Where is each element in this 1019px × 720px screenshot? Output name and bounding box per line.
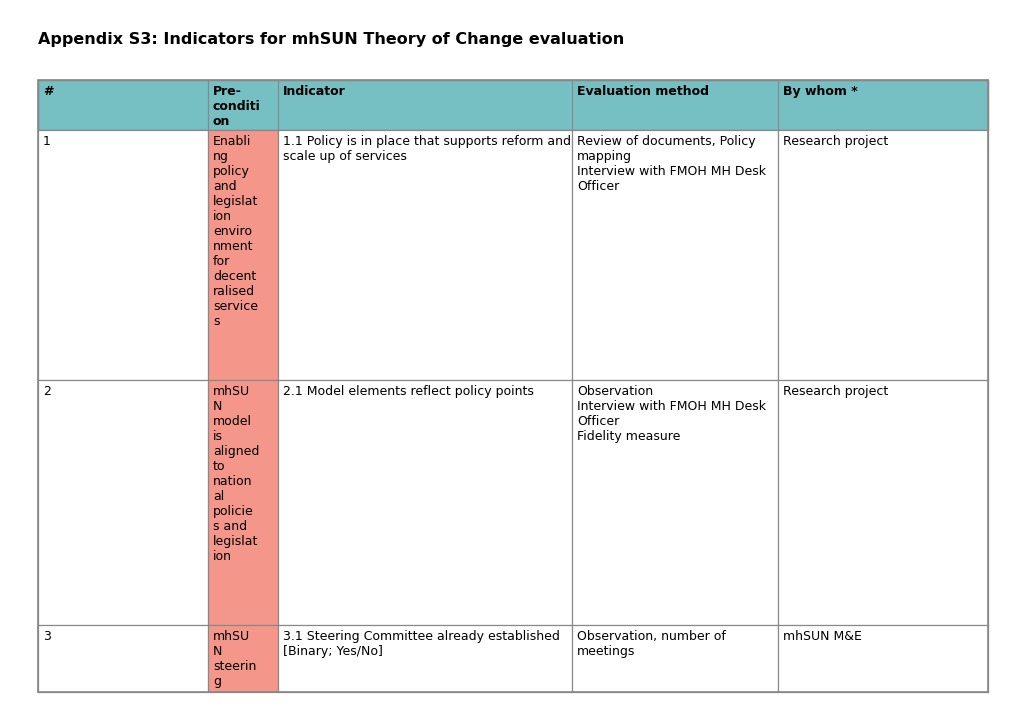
Text: Enabli
ng
policy
and
legislat
ion
enviro
nment
for
decent
ralised
service
s: Enabli ng policy and legislat ion enviro…: [213, 135, 258, 328]
Text: Appendix S3: Indicators for mhSUN Theory of Change evaluation: Appendix S3: Indicators for mhSUN Theory…: [38, 32, 624, 47]
Text: Research project: Research project: [783, 135, 888, 148]
Text: Observation
Interview with FMOH MH Desk
Officer
Fidelity measure: Observation Interview with FMOH MH Desk …: [577, 385, 765, 443]
Text: 2.1 Model elements reflect policy points: 2.1 Model elements reflect policy points: [282, 385, 533, 398]
Bar: [38, 80, 987, 692]
Text: Review of documents, Policy
mapping
Interview with FMOH MH Desk
Officer: Review of documents, Policy mapping Inte…: [577, 135, 765, 193]
Bar: [572, 130, 777, 380]
Bar: [278, 625, 572, 692]
Text: Evaluation method: Evaluation method: [577, 85, 708, 98]
Bar: [278, 130, 572, 380]
Bar: [208, 380, 278, 625]
Bar: [208, 625, 278, 692]
Bar: [208, 130, 278, 380]
Bar: [572, 625, 777, 692]
Text: Research project: Research project: [783, 385, 888, 398]
Bar: [777, 380, 987, 625]
Bar: [278, 380, 572, 625]
Bar: [38, 380, 208, 625]
Text: 3: 3: [43, 630, 51, 643]
Text: Observation, number of
meetings: Observation, number of meetings: [577, 630, 726, 658]
Bar: [572, 380, 777, 625]
Text: 1.1 Policy is in place that supports reform and
scale up of services: 1.1 Policy is in place that supports ref…: [282, 135, 571, 163]
Bar: [38, 130, 208, 380]
Text: Pre-
conditi
on: Pre- conditi on: [213, 85, 261, 128]
Bar: [777, 130, 987, 380]
Text: 3.1 Steering Committee already established
[Binary; Yes/No]: 3.1 Steering Committee already establish…: [282, 630, 559, 658]
Text: 2: 2: [43, 385, 51, 398]
Text: mhSU
N
model
is
aligned
to
nation
al
policie
s and
legislat
ion: mhSU N model is aligned to nation al pol…: [213, 385, 259, 563]
Text: Indicator: Indicator: [282, 85, 345, 98]
Bar: [777, 625, 987, 692]
Bar: [38, 80, 987, 130]
Text: By whom *: By whom *: [783, 85, 857, 98]
Text: mhSUN M&E: mhSUN M&E: [783, 630, 861, 643]
Text: 1: 1: [43, 135, 51, 148]
Text: #: #: [43, 85, 53, 98]
Text: mhSU
N
steerin
g: mhSU N steerin g: [213, 630, 256, 688]
Bar: [38, 625, 208, 692]
